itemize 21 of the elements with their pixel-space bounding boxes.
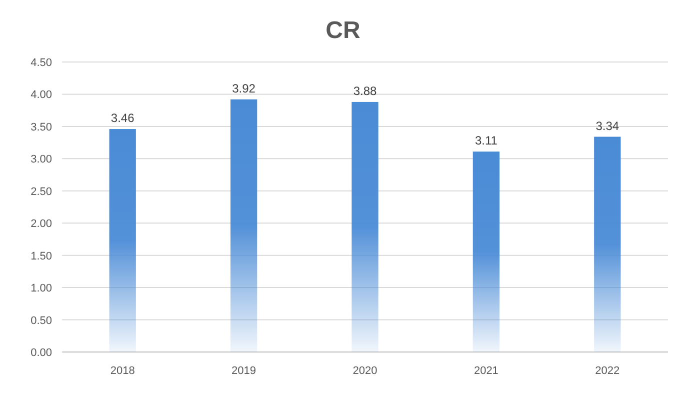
y-tick-label: 0.00 [30,347,52,359]
x-tick-label: 2018 [110,365,135,377]
data-label: 3.11 [474,134,498,148]
y-tick-label: 0.50 [30,314,52,327]
x-tick-label: 2022 [595,365,620,377]
data-label: 3.34 [596,118,620,133]
y-tick-label: 1.50 [30,250,52,262]
y-tick-label: 1.00 [30,282,52,295]
y-tick-label: 4.00 [30,89,52,102]
x-tick-label: 2020 [352,365,378,377]
data-label: 3.46 [110,111,135,126]
x-tick-label: 2021 [474,365,498,377]
data-label: 3.92 [232,81,256,96]
x-tick-label: 2019 [232,365,256,377]
chart-title: CR [326,17,360,44]
y-tick-label: 3.50 [30,121,52,134]
y-tick-label: 2.00 [30,218,52,230]
y-tick-label: 3.00 [30,154,52,166]
y-tick-label: 4.50 [30,57,52,69]
data-label: 3.88 [353,84,377,98]
y-tick-label: 2.50 [30,186,52,198]
